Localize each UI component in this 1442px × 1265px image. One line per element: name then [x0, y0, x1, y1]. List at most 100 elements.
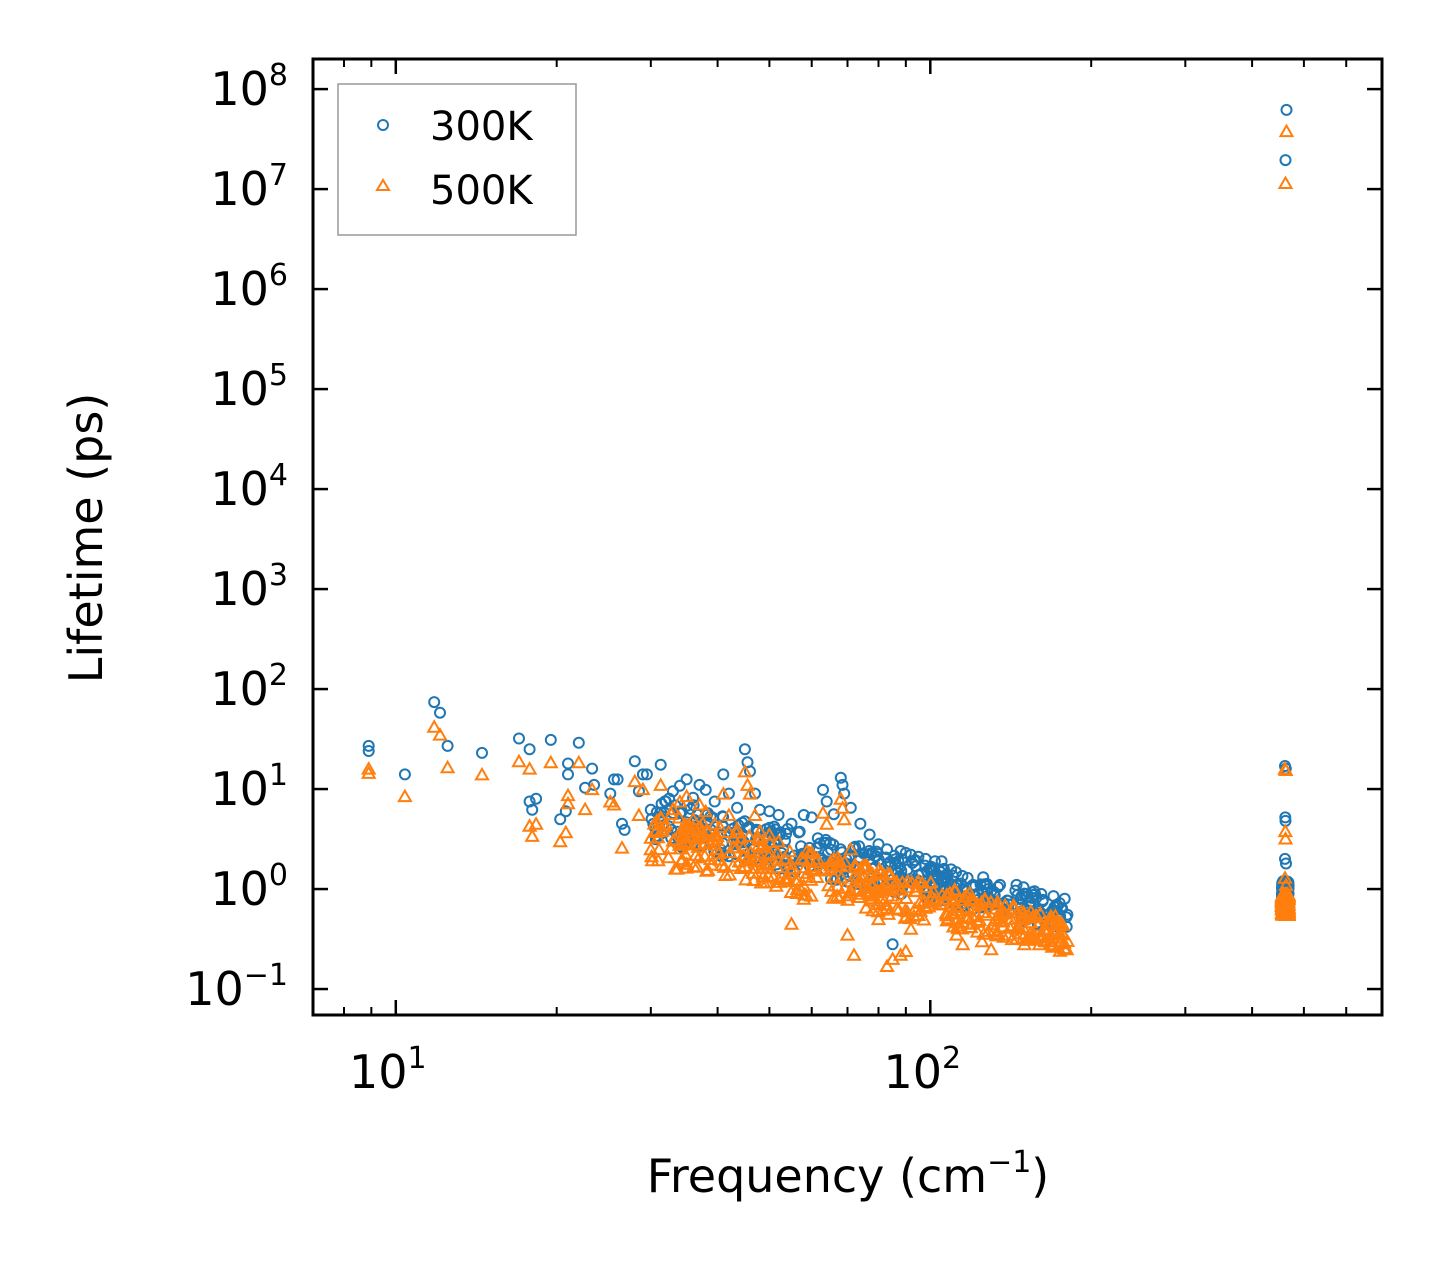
- data-point-300k: [928, 855, 941, 868]
- data-point-300k: [476, 746, 488, 759]
- data-point-500k: [864, 866, 881, 880]
- data-point-500k: [852, 861, 869, 875]
- y-tick-base: 10: [210, 562, 269, 616]
- data-point-500k: [742, 786, 758, 800]
- data-point-300k: [586, 762, 599, 775]
- data-point-300k: [772, 809, 785, 821]
- data-point-500k: [715, 786, 732, 800]
- data-point-500k: [927, 893, 943, 908]
- legend-marker-500k: [375, 178, 391, 191]
- y-tick-exponent: 4: [269, 458, 288, 493]
- data-point-300k: [820, 795, 833, 808]
- data-point-300k: [1279, 154, 1292, 167]
- data-point-300k: [817, 783, 829, 796]
- data-point-500k: [739, 777, 756, 791]
- data-point-500k: [1052, 933, 1068, 948]
- legend-marker-300k: [377, 119, 389, 131]
- data-point-500k: [961, 885, 978, 899]
- data-point-500k: [653, 810, 670, 825]
- data-point-500k: [543, 754, 559, 769]
- data-point-500k: [660, 849, 677, 864]
- legend-label-300k: 300K: [430, 104, 534, 150]
- data-point-500k: [558, 824, 574, 839]
- data-point-500k: [1277, 907, 1294, 921]
- y-tick-base: 10: [210, 662, 269, 716]
- data-point-300k: [904, 848, 917, 861]
- data-point-500k: [706, 816, 723, 830]
- y-tick-exponent: −1: [244, 958, 288, 993]
- data-point-500k: [904, 874, 920, 889]
- data-point-500k: [722, 844, 738, 859]
- data-point-300k: [544, 733, 557, 746]
- y-tick-base: 10: [210, 462, 269, 516]
- data-point-500k: [750, 837, 767, 852]
- data-point-300k: [865, 847, 878, 860]
- data-point-500k: [671, 809, 687, 824]
- data-point-500k: [862, 867, 879, 882]
- data-point-500k: [1023, 903, 1039, 918]
- data-point-500k: [709, 841, 726, 856]
- data-point-500k: [917, 900, 934, 914]
- data-point-500k: [1008, 921, 1025, 935]
- data-point-300k: [935, 855, 948, 868]
- data-point-500k: [861, 886, 878, 900]
- data-point-500k: [871, 861, 888, 875]
- data-point-500k: [743, 852, 760, 867]
- data-point-500k: [872, 865, 888, 879]
- data-point-500k: [958, 887, 975, 902]
- data-point-500k: [975, 904, 991, 919]
- data-point-300k: [1280, 857, 1292, 870]
- data-point-300k: [974, 878, 987, 891]
- x-tick-base: 10: [349, 1045, 408, 1099]
- data-point-500k: [808, 854, 824, 868]
- data-point-500k: [678, 860, 695, 874]
- data-point-300k: [428, 696, 441, 709]
- data-point-500k: [752, 823, 768, 838]
- data-point-500k: [747, 807, 763, 821]
- data-point-500k: [820, 877, 837, 892]
- data-point-500k: [803, 872, 819, 886]
- data-point-500k: [662, 840, 679, 855]
- y-tick-label: 106: [210, 258, 288, 316]
- data-point-500k: [709, 828, 726, 843]
- data-point-300k: [398, 768, 411, 781]
- data-point-500k: [432, 727, 448, 741]
- data-point-500k: [978, 907, 995, 921]
- y-tick-label: 103: [210, 558, 288, 616]
- data-point-500k: [938, 887, 955, 901]
- data-point-300k: [738, 743, 751, 756]
- data-point-500k: [876, 867, 892, 881]
- data-point-500k: [997, 897, 1013, 912]
- data-point-300k: [863, 828, 876, 841]
- data-point-300k: [441, 739, 454, 752]
- data-point-500k: [783, 916, 800, 930]
- data-point-500k: [360, 761, 377, 775]
- y-tick-label: 104: [210, 458, 288, 516]
- data-point-500k: [822, 853, 839, 868]
- data-point-500k: [809, 869, 825, 883]
- data-point-300k: [1036, 893, 1049, 906]
- data-point-500k: [584, 781, 600, 796]
- data-point-500k: [803, 844, 820, 859]
- data-point-500k: [521, 761, 538, 775]
- data-point-500k: [697, 848, 713, 862]
- data-point-500k: [826, 851, 842, 865]
- data-point-300k: [530, 792, 543, 805]
- y-tick-label: 108: [210, 58, 288, 116]
- y-tick-exponent: 7: [269, 158, 288, 193]
- data-point-500k: [842, 882, 859, 897]
- data-point-300k: [604, 787, 617, 800]
- data-point-500k: [1006, 900, 1022, 915]
- data-point-500k: [725, 829, 742, 844]
- data-point-500k: [745, 860, 762, 874]
- data-point-500k: [892, 947, 909, 961]
- data-point-500k: [1045, 911, 1062, 926]
- data-point-500k: [755, 868, 771, 883]
- data-point-300k: [731, 801, 744, 814]
- data-point-300k: [680, 773, 693, 786]
- data-point-500k: [954, 936, 971, 951]
- y-tick-base: 10: [185, 962, 244, 1016]
- y-axis-label: Lifetime (ps): [59, 393, 113, 684]
- data-point-300k: [559, 805, 572, 818]
- data-point-500k: [839, 927, 856, 941]
